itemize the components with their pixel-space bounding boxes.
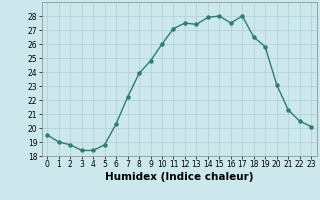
- X-axis label: Humidex (Indice chaleur): Humidex (Indice chaleur): [105, 172, 253, 182]
